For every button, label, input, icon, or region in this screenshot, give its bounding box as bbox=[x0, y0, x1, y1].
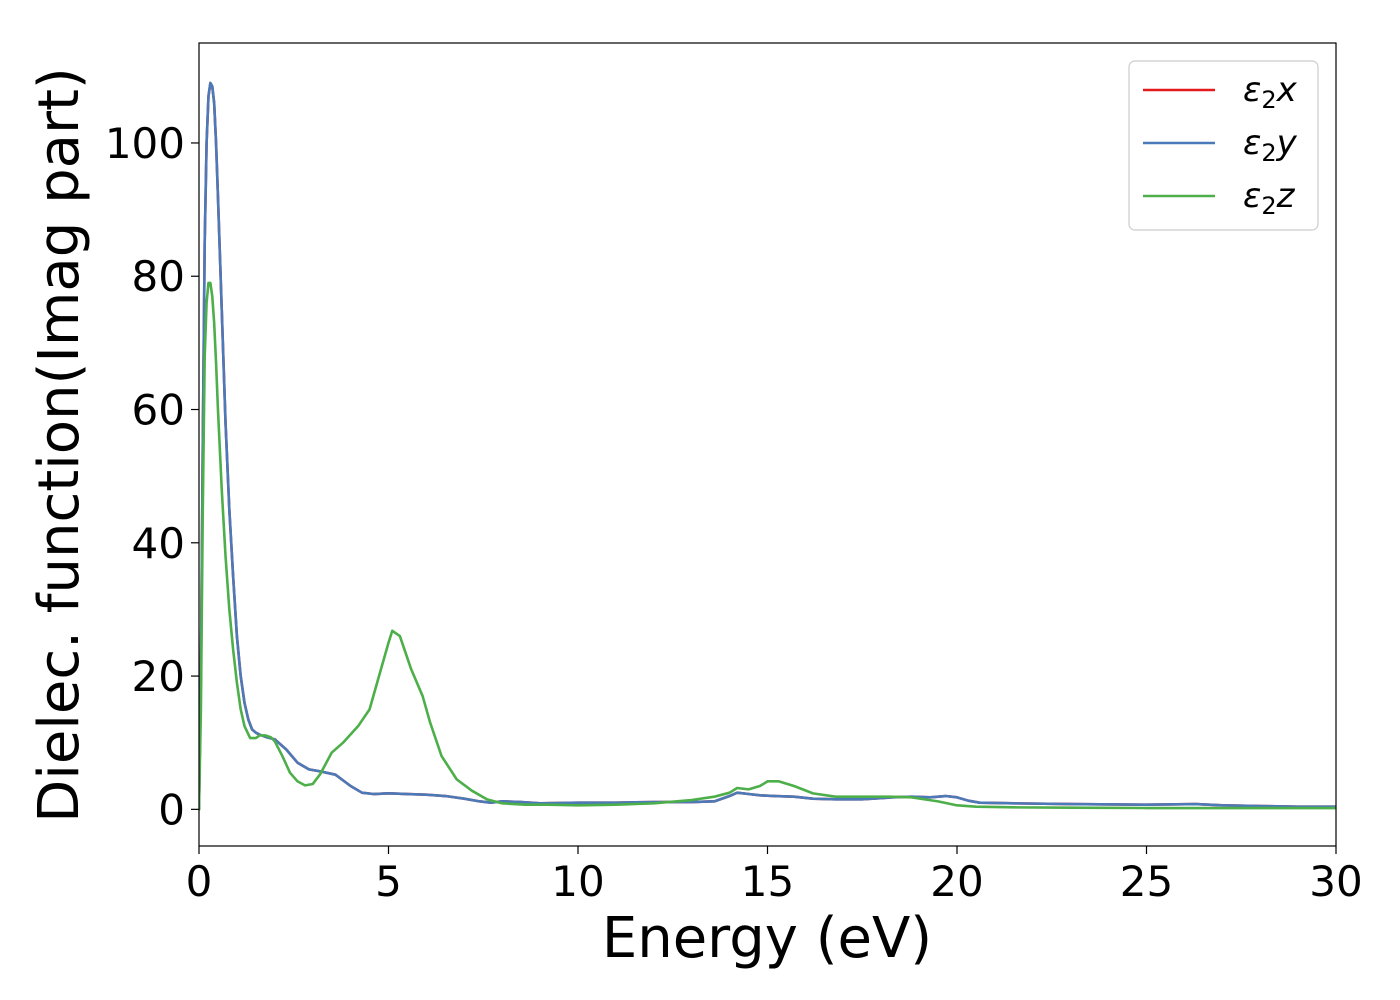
y-tick-label: 40 bbox=[132, 519, 185, 568]
legend: ε2x ε2y ε2z bbox=[1128, 60, 1319, 231]
x-tick-label: 5 bbox=[375, 857, 402, 906]
y-axis-label: Dielec. function(Imag part) bbox=[27, 67, 92, 823]
y-tick-label: 20 bbox=[132, 652, 185, 701]
x-tick-label: 0 bbox=[186, 857, 213, 906]
y-tick-label: 60 bbox=[132, 386, 185, 435]
legend-label-x: ε2x bbox=[1243, 70, 1298, 114]
x-tick-label: 25 bbox=[1120, 857, 1173, 906]
legend-label-z: ε2z bbox=[1243, 176, 1296, 220]
y-tick-label: 80 bbox=[132, 252, 185, 301]
x-tick-label: 20 bbox=[930, 857, 983, 906]
legend-box bbox=[1128, 60, 1319, 231]
x-axis-label: Energy (eV) bbox=[602, 906, 932, 971]
x-tick-label: 15 bbox=[741, 857, 794, 906]
x-tick-label: 30 bbox=[1309, 857, 1362, 906]
y-tick-label: 100 bbox=[105, 119, 185, 168]
y-axis: 0 20 40 60 80 100 bbox=[105, 119, 199, 834]
legend-label-y: ε2y bbox=[1243, 123, 1298, 167]
x-tick-label: 10 bbox=[551, 857, 604, 906]
series-line-y bbox=[199, 81, 1336, 811]
y-tick-label: 0 bbox=[158, 785, 185, 834]
series-line-z bbox=[199, 281, 1336, 811]
x-axis: 0 5 10 15 20 25 30 bbox=[186, 846, 1363, 906]
series-layer bbox=[199, 81, 1336, 811]
